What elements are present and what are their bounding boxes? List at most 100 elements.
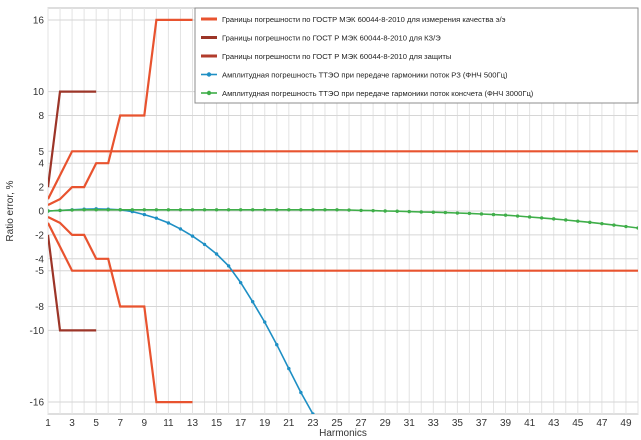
y-tick-label: 0 — [38, 207, 44, 218]
x-tick-label: 39 — [500, 418, 512, 429]
data-point-3 — [154, 216, 159, 220]
data-point-4 — [455, 211, 460, 215]
y-tick-label: -2 — [35, 230, 44, 241]
data-point-4 — [347, 208, 351, 212]
limit-line-0 — [48, 150, 638, 200]
data-point-3 — [166, 221, 171, 225]
data-point-4 — [383, 209, 387, 213]
y-tick-labels: 16 10 8 54 2 0 -2 -4-5 -8 -10 -16 — [30, 15, 45, 408]
y-tick-label: 5 — [38, 147, 44, 158]
x-tick-label: 49 — [620, 418, 632, 429]
data-point-4 — [564, 218, 568, 222]
data-point-3 — [202, 242, 207, 247]
data-point-4 — [539, 216, 544, 220]
data-point-4 — [419, 210, 423, 214]
data-point-4 — [503, 213, 508, 217]
data-point-4 — [323, 208, 327, 212]
x-axis-title: Harmonics — [319, 428, 367, 439]
x-tick-label: 37 — [476, 418, 488, 429]
data-point-3 — [226, 264, 231, 268]
y-tick-label: 2 — [38, 183, 44, 194]
data-point-3 — [214, 252, 219, 256]
x-tick-label: 35 — [452, 418, 464, 429]
data-point-4 — [94, 208, 98, 212]
x-tick-label: 31 — [404, 418, 416, 429]
legend-label: Границы погрешности по ГОСТР МЭК 60044-8… — [222, 15, 506, 24]
x-tick-label: 7 — [117, 418, 123, 429]
data-point-4 — [371, 208, 375, 213]
x-tick-label: 25 — [331, 418, 343, 429]
y-tick-label: 4 — [38, 159, 44, 170]
data-point-4 — [311, 208, 315, 212]
data-point-4 — [190, 208, 195, 212]
x-tick-label: 3 — [69, 418, 75, 429]
data-point-4 — [226, 208, 231, 212]
series-line-4 — [48, 209, 638, 229]
data-point-3 — [250, 300, 255, 304]
x-tick-label: 9 — [142, 418, 148, 429]
data-point-4 — [527, 215, 532, 219]
y-tick-label: -4 — [35, 254, 44, 265]
data-point-4 — [130, 208, 134, 212]
limit-line-1 — [48, 90, 97, 188]
data-point-4 — [491, 212, 496, 217]
x-tick-label: 27 — [355, 418, 367, 429]
limit-line-1 — [48, 234, 97, 332]
data-point-4 — [106, 208, 110, 212]
data-point-3 — [178, 227, 183, 231]
legend-label: Амплитудная погрешность ТТЭО при передач… — [222, 89, 534, 98]
y-tick-label: -16 — [30, 398, 45, 409]
data-point-4 — [48, 209, 50, 213]
x-tick-label: 43 — [548, 418, 560, 429]
data-point-4 — [335, 208, 339, 212]
data-point-4 — [82, 208, 86, 212]
data-point-4 — [600, 221, 604, 226]
data-point-4 — [407, 209, 411, 214]
data-point-3 — [238, 280, 243, 285]
data-point-4 — [118, 208, 122, 212]
data-point-4 — [636, 226, 638, 230]
data-point-4 — [58, 208, 62, 213]
y-tick-label: -5 — [35, 266, 44, 277]
x-tick-label: 23 — [307, 418, 319, 429]
data-point-4 — [214, 208, 219, 212]
legend-swatch-marker — [206, 72, 212, 77]
data-point-4 — [467, 211, 472, 216]
y-axis-title: Ratio error, % — [5, 180, 16, 241]
x-tick-label: 45 — [572, 418, 584, 429]
x-tick-label: 29 — [380, 418, 392, 429]
data-point-4 — [552, 217, 556, 221]
data-point-3 — [190, 234, 195, 238]
y-tick-label: -8 — [35, 302, 44, 313]
legend-swatch-marker — [206, 90, 212, 96]
data-point-3 — [299, 390, 303, 395]
data-point-4 — [154, 208, 159, 212]
y-tick-label: 16 — [33, 15, 45, 26]
data-point-4 — [359, 208, 363, 213]
series-layer — [48, 18, 638, 414]
legend-label: Границы погрешности по ГОСТ Р МЭК 60044-… — [222, 33, 441, 42]
data-point-4 — [142, 208, 147, 212]
limit-line-0 — [48, 18, 193, 206]
data-point-4 — [178, 208, 183, 212]
data-point-4 — [275, 208, 279, 212]
data-point-4 — [202, 208, 207, 212]
x-tick-label: 11 — [163, 418, 174, 429]
y-tick-label: 8 — [38, 111, 44, 122]
data-point-4 — [166, 208, 171, 212]
data-point-4 — [588, 220, 592, 225]
data-point-4 — [624, 224, 628, 229]
data-point-3 — [311, 412, 315, 414]
data-point-3 — [287, 366, 291, 371]
x-tick-label: 13 — [187, 418, 199, 429]
legend-label: Границы погрешности по ГОСТ Р МЭК 60044-… — [222, 52, 451, 61]
y-tick-label: -10 — [30, 326, 45, 337]
data-point-4 — [576, 219, 580, 223]
data-point-4 — [299, 208, 303, 212]
x-tick-label: 33 — [428, 418, 440, 429]
data-point-4 — [479, 212, 484, 216]
x-tick-labels: 1 3 5 7 9 11 13 15 17 19 21 23 25 27 29 31 33 35 37 39 41 43 4… — [45, 418, 632, 429]
data-point-4 — [238, 208, 243, 212]
